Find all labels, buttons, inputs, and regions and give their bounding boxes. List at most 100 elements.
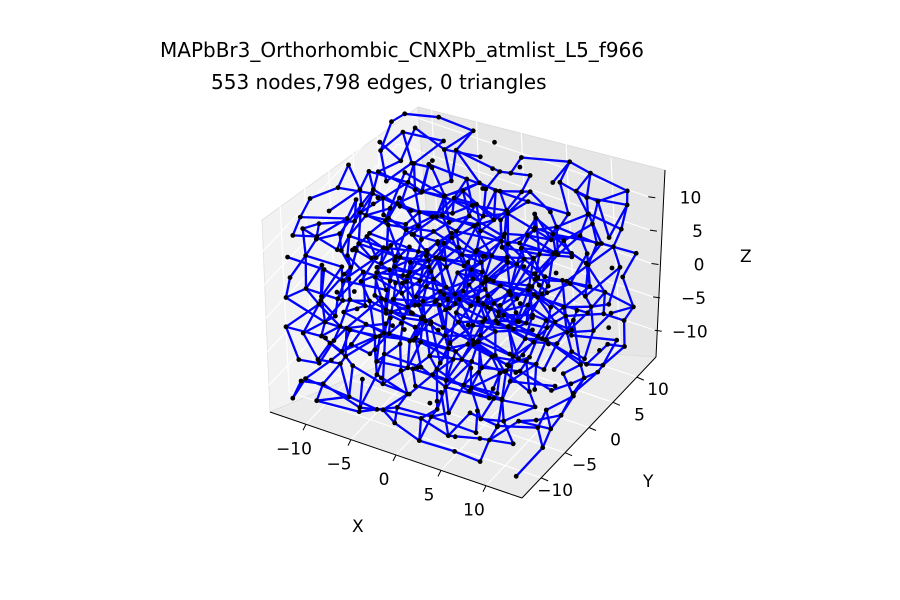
graph-node <box>555 252 561 258</box>
graph-node <box>388 309 394 315</box>
graph-node <box>476 339 481 344</box>
graph-edge <box>484 256 509 279</box>
graph-node <box>477 154 483 160</box>
graph-edge <box>484 170 501 191</box>
graph-edge <box>353 198 358 223</box>
graph-node <box>374 372 380 377</box>
graph-node <box>406 391 412 397</box>
graph-node <box>498 238 504 244</box>
graph-node <box>430 372 435 378</box>
graph-edge <box>357 211 362 245</box>
graph-node <box>307 196 313 201</box>
graph-edge <box>555 225 599 245</box>
graph-node <box>482 316 488 322</box>
graph-edge <box>620 203 629 231</box>
graph-node <box>532 211 538 217</box>
graph-node <box>533 215 539 221</box>
graph-edge <box>302 314 337 335</box>
graph-edge <box>490 355 501 375</box>
graph-edge <box>351 364 384 385</box>
graph-node <box>346 233 352 239</box>
graph-edge <box>302 331 320 361</box>
graph-node <box>447 305 452 311</box>
graph-node <box>347 297 353 302</box>
graph-node <box>478 416 484 422</box>
graph-node <box>397 255 403 260</box>
graph-node <box>379 296 384 301</box>
graph-edge <box>418 439 456 453</box>
graph-node <box>464 176 470 182</box>
graph-edge <box>320 325 342 338</box>
graph-edge <box>478 437 515 445</box>
graph-edge <box>518 241 535 260</box>
graph-edge <box>585 196 629 207</box>
graph-node <box>437 302 442 308</box>
graph-node <box>441 194 447 199</box>
graph-edge <box>454 339 474 353</box>
graph-edge <box>505 190 523 212</box>
graph-edge <box>297 358 321 365</box>
graph-edge <box>404 211 421 226</box>
graph-node <box>320 381 326 387</box>
graph-edge <box>602 312 626 322</box>
graph-node <box>486 437 492 443</box>
graph-node <box>609 265 615 271</box>
graph-node <box>494 424 500 430</box>
graph-edge <box>439 290 480 300</box>
graph-node <box>519 155 524 160</box>
graph-edge <box>284 303 321 328</box>
graph-node <box>283 295 289 300</box>
graph-node <box>446 220 452 225</box>
graph-edge <box>607 203 629 239</box>
graph-edge <box>340 249 352 269</box>
graph-node <box>303 253 309 258</box>
graph-node <box>527 354 532 360</box>
graph-edge <box>400 279 422 295</box>
graph-edge <box>500 246 541 256</box>
graph-node <box>370 201 376 207</box>
graph-edge <box>322 268 344 282</box>
graph-edge <box>304 254 343 268</box>
graph-edge <box>304 287 321 306</box>
graph-edge <box>552 350 573 371</box>
graph-node <box>438 390 444 395</box>
graph-edge <box>340 265 344 302</box>
z-axis-line <box>655 169 666 358</box>
graph-node <box>303 376 308 381</box>
graph-edge <box>500 397 505 423</box>
graph-node <box>285 254 290 260</box>
graph-edge <box>443 129 475 151</box>
graph-edge <box>350 322 368 346</box>
graph-edge <box>592 312 613 332</box>
graph-node <box>478 333 483 338</box>
graph-node <box>490 166 495 172</box>
graph-edge <box>455 203 478 233</box>
graph-node <box>303 286 309 291</box>
graph-edge <box>534 217 565 242</box>
graph-edge <box>507 325 515 358</box>
graph-node <box>443 307 448 313</box>
graph-edge <box>389 298 395 320</box>
graph-node <box>427 400 433 406</box>
graph-edge <box>353 235 369 250</box>
graph-node <box>386 267 392 273</box>
graph-node <box>408 208 414 214</box>
graph-node <box>417 278 423 284</box>
graph-node <box>434 366 440 372</box>
graph-node <box>316 301 322 307</box>
graph-node <box>573 188 579 194</box>
graph-node <box>354 306 360 312</box>
graph-edge <box>428 334 446 358</box>
graph-node <box>519 189 525 195</box>
graph-node <box>477 436 483 441</box>
graph-node <box>318 298 324 303</box>
graph-edge <box>381 197 385 217</box>
graph-edge <box>587 245 615 267</box>
graph-node <box>412 187 418 193</box>
graph-node <box>493 188 499 194</box>
graph-node <box>490 278 496 284</box>
graph-edge <box>437 116 475 132</box>
graph-node <box>401 315 406 321</box>
z-tick-label: 0 <box>694 256 705 276</box>
graph-edge <box>419 417 450 437</box>
